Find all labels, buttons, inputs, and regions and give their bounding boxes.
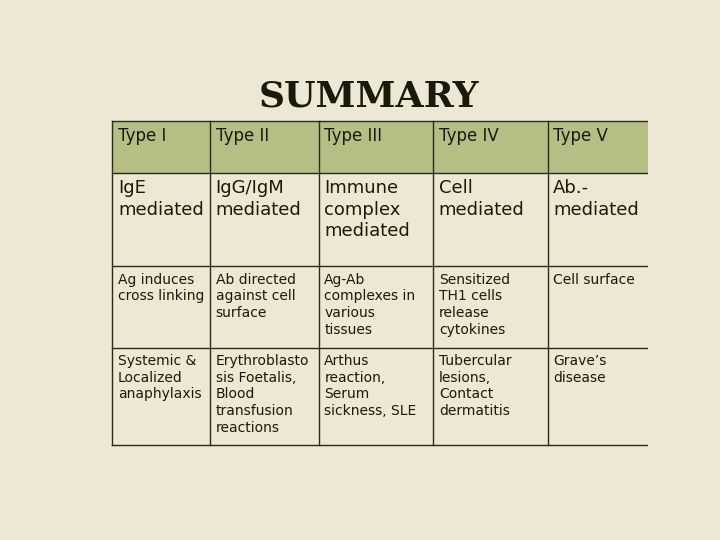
Text: Tubercular
lesions,
Contact
dermatitis: Tubercular lesions, Contact dermatitis bbox=[438, 354, 511, 418]
Text: Ab.-
mediated: Ab.- mediated bbox=[553, 179, 639, 219]
Text: Type IV: Type IV bbox=[438, 127, 498, 145]
Text: Ag-Ab
complexes in
various
tissues: Ag-Ab complexes in various tissues bbox=[324, 273, 415, 337]
Bar bbox=[210, 121, 319, 173]
Bar bbox=[547, 266, 651, 348]
Bar bbox=[433, 348, 547, 445]
Bar bbox=[112, 173, 210, 266]
Text: Ag induces
cross linking: Ag induces cross linking bbox=[118, 273, 204, 303]
Bar bbox=[433, 173, 547, 266]
Text: IgG/IgM
mediated: IgG/IgM mediated bbox=[215, 179, 301, 219]
Text: Immune
complex
mediated: Immune complex mediated bbox=[324, 179, 410, 240]
Text: Type III: Type III bbox=[324, 127, 382, 145]
Bar bbox=[319, 121, 433, 173]
Text: Type II: Type II bbox=[215, 127, 269, 145]
Text: Cell
mediated: Cell mediated bbox=[438, 179, 524, 219]
Text: Erythroblasto
sis Foetalis,
Blood
transfusion
reactions: Erythroblasto sis Foetalis, Blood transf… bbox=[215, 354, 309, 435]
Bar bbox=[210, 173, 319, 266]
Bar bbox=[319, 348, 433, 445]
Bar bbox=[433, 266, 547, 348]
Bar bbox=[319, 266, 433, 348]
Bar bbox=[319, 173, 433, 266]
Text: IgE
mediated: IgE mediated bbox=[118, 179, 204, 219]
Bar bbox=[112, 348, 210, 445]
Text: Type I: Type I bbox=[118, 127, 166, 145]
Bar bbox=[547, 121, 651, 173]
Text: Ab directed
against cell
surface: Ab directed against cell surface bbox=[215, 273, 295, 320]
Bar bbox=[112, 266, 210, 348]
Text: Sensitized
TH1 cells
release
cytokines: Sensitized TH1 cells release cytokines bbox=[438, 273, 510, 337]
Bar bbox=[210, 266, 319, 348]
Bar bbox=[547, 173, 651, 266]
Bar bbox=[210, 348, 319, 445]
Bar bbox=[112, 121, 210, 173]
Text: Arthus
reaction,
Serum
sickness, SLE: Arthus reaction, Serum sickness, SLE bbox=[324, 354, 417, 418]
Bar bbox=[547, 348, 651, 445]
Text: Grave’s
disease: Grave’s disease bbox=[553, 354, 606, 384]
Text: Systemic &
Localized
anaphylaxis: Systemic & Localized anaphylaxis bbox=[118, 354, 202, 401]
Text: SUMMARY: SUMMARY bbox=[258, 79, 480, 113]
Text: Type V: Type V bbox=[553, 127, 608, 145]
Bar bbox=[433, 121, 547, 173]
Text: Cell surface: Cell surface bbox=[553, 273, 635, 287]
